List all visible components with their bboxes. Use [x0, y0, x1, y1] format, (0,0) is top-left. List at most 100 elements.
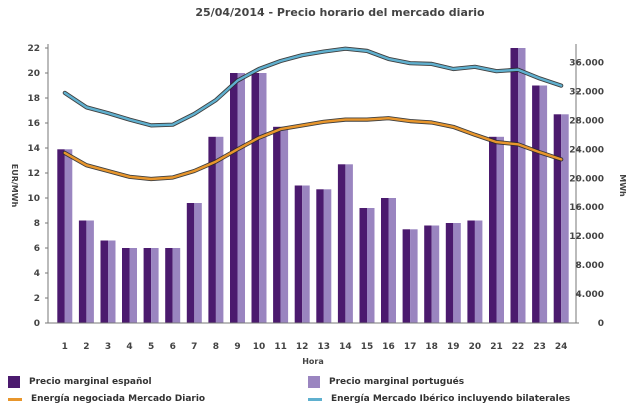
- bar-es-16: [381, 198, 389, 323]
- bar-pt-24: [561, 114, 569, 323]
- legend-item: Precio marginal portugués: [308, 376, 464, 388]
- y-left-tick-label: 6: [34, 244, 40, 254]
- bar-es-2: [78, 220, 87, 323]
- x-tick-label: 12: [296, 342, 309, 352]
- bar-pt-16: [388, 198, 396, 323]
- y-left-tick-label: 8: [34, 219, 40, 229]
- y-axis-right-label: MWh: [618, 174, 627, 197]
- bar-es-10: [251, 73, 259, 323]
- x-tick-label: 8: [213, 342, 219, 352]
- y-left-tick-label: 20: [27, 69, 40, 79]
- bar-pt-17: [410, 229, 418, 324]
- legend-swatch: [308, 397, 322, 401]
- bar-pt-7: [194, 203, 202, 323]
- x-tick-label: 9: [234, 342, 240, 352]
- bar-es-1: [57, 149, 65, 324]
- line-outline-energia-iberico: [62, 46, 564, 128]
- bar-es-18: [424, 225, 432, 323]
- bar-es-24: [553, 114, 562, 323]
- bar-es-15: [359, 208, 367, 323]
- x-tick-label: 2: [83, 342, 89, 352]
- y-left-tick-label: 0: [34, 319, 40, 329]
- bar-pt-10: [259, 73, 267, 323]
- y-right-tick-label: 12.000: [569, 232, 604, 242]
- y-left-tick-label: 4: [34, 269, 40, 279]
- bar-pt-12: [302, 185, 310, 323]
- bar-pt-23: [539, 85, 548, 323]
- y-left-tick-label: 16: [27, 119, 40, 129]
- y-left-tick-label: 12: [27, 169, 40, 179]
- bar-pt-11: [280, 126, 289, 324]
- y-left-tick-label: 2: [34, 294, 40, 304]
- bar-pt-19: [453, 223, 461, 323]
- y-right-tick-label: 4.000: [576, 290, 604, 300]
- legend-swatch: [8, 397, 22, 401]
- bar-pt-6: [172, 248, 181, 323]
- bar-pt-1: [64, 149, 73, 324]
- y-right-tick-label: 36.000: [569, 58, 604, 68]
- x-tick-label: 7: [191, 342, 197, 352]
- x-tick-label: 1: [62, 342, 68, 352]
- x-tick-label: 6: [170, 342, 176, 352]
- x-axis-label: Hora: [302, 357, 324, 366]
- y-right-tick-label: 16.000: [569, 203, 604, 213]
- bar-es-12: [294, 185, 303, 323]
- x-tick-label: 10: [253, 342, 266, 352]
- legend-item: Energía negociada Mercado Diario: [8, 394, 205, 404]
- x-tick-label: 3: [105, 342, 111, 352]
- bar-pt-2: [86, 220, 94, 323]
- bar-es-14: [337, 164, 346, 324]
- y-left-tick-label: 22: [27, 44, 40, 54]
- x-tick-label: 22: [512, 342, 525, 352]
- bar-pt-4: [129, 248, 137, 323]
- bar-pt-20: [474, 220, 483, 323]
- bar-es-17: [402, 229, 411, 324]
- y-right-tick-label: 0: [598, 319, 604, 329]
- line-energia-iberico: [63, 47, 563, 127]
- bar-pt-22: [518, 48, 526, 323]
- bar-es-21: [489, 136, 497, 324]
- x-tick-label: 21: [490, 342, 503, 352]
- x-tick-label: 17: [404, 342, 417, 352]
- line-energia-diario: [63, 116, 563, 181]
- legend-label: Energía Mercado Ibérico incluyendo bilat…: [331, 394, 571, 404]
- bar-es-20: [467, 220, 475, 323]
- legend-label: Precio marginal portugués: [329, 377, 465, 387]
- bar-pt-18: [431, 225, 440, 323]
- legend-item: Precio marginal español: [8, 376, 152, 388]
- x-tick-label: 18: [425, 342, 438, 352]
- x-tick-label: 5: [148, 342, 154, 352]
- bar-pt-5: [151, 248, 159, 323]
- line-outline-energia-diario: [62, 116, 564, 182]
- bar-es-6: [165, 248, 173, 323]
- y-left-tick-label: 10: [27, 194, 40, 204]
- bar-es-19: [445, 223, 454, 323]
- bar-es-13: [316, 189, 324, 324]
- bar-es-3: [100, 240, 108, 323]
- bars-layer: [57, 48, 569, 324]
- x-tick-label: 20: [469, 342, 482, 352]
- y-right-tick-label: 24.000: [569, 145, 604, 155]
- bar-pt-21: [496, 136, 504, 324]
- legend-label: Precio marginal español: [29, 377, 152, 387]
- bar-es-23: [532, 85, 540, 323]
- legend-swatch: [8, 376, 20, 388]
- legend-label: Energía negociada Mercado Diario: [31, 394, 206, 404]
- axes-layer: 024681012141618202204.0008.00012.00016.0…: [10, 44, 627, 366]
- bar-es-5: [143, 248, 152, 323]
- y-right-tick-label: 8.000: [576, 261, 604, 271]
- x-tick-label: 24: [555, 342, 568, 352]
- legend-item: Energía Mercado Ibérico incluyendo bilat…: [308, 394, 570, 404]
- bar-es-22: [510, 48, 518, 323]
- y-left-tick-label: 18: [27, 94, 40, 104]
- bar-es-8: [208, 136, 216, 324]
- y-left-tick-label: 14: [27, 144, 40, 154]
- x-tick-label: 15: [361, 342, 374, 352]
- x-tick-label: 4: [126, 342, 132, 352]
- chart-title: 25/04/2014 - Precio horario del mercado …: [195, 6, 485, 19]
- x-tick-label: 11: [274, 342, 287, 352]
- x-tick-label: 19: [447, 342, 460, 352]
- bar-pt-3: [108, 240, 116, 323]
- bar-pt-15: [367, 208, 375, 323]
- x-tick-label: 14: [339, 342, 352, 352]
